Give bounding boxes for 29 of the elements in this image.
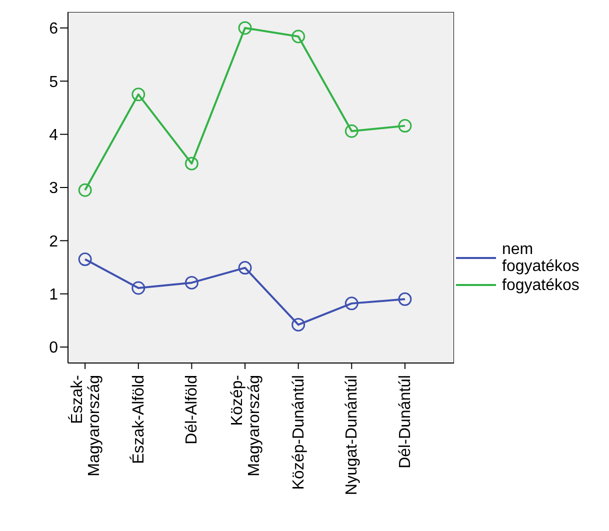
y-tick-label: 3 — [49, 180, 58, 198]
point — [78, 183, 92, 197]
y-tick-label: 6 — [49, 20, 58, 38]
point — [292, 318, 306, 332]
point — [292, 30, 306, 44]
x-tick-label: Nyugat-Dunántúl — [344, 375, 361, 496]
point — [344, 124, 358, 138]
point — [238, 21, 252, 35]
point — [344, 296, 358, 310]
point — [184, 156, 198, 170]
point — [78, 252, 92, 266]
x-tick-label: Közép-Dunántúl — [290, 375, 308, 490]
x-tick-label: Közép-Magyarország — [229, 375, 264, 476]
y-tick-label: 2 — [49, 233, 58, 250]
point — [132, 88, 146, 102]
point — [398, 119, 412, 133]
point — [398, 292, 412, 306]
point — [238, 261, 252, 275]
x-tick-label: Észak-Magyarország — [68, 375, 104, 476]
x-tick-label: Dél-Dunántúl — [396, 375, 414, 468]
y-tick-label: 4 — [49, 127, 58, 144]
x-tick-label: Észak-Alföld — [129, 375, 148, 464]
y-tick-label: 0 — [49, 340, 58, 357]
point — [132, 281, 146, 295]
x-tick-label: Dél-Alföld — [184, 375, 201, 444]
point — [184, 276, 198, 290]
y-tick-label: 1 — [49, 286, 58, 304]
y-tick-label: 5 — [49, 74, 58, 91]
legend-label: fogyatékos — [502, 276, 580, 294]
